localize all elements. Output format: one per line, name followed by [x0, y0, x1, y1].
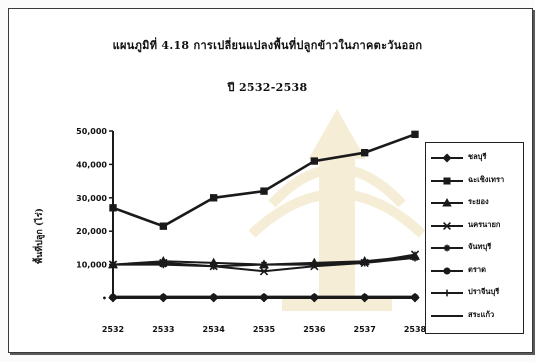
data-point	[210, 263, 217, 270]
x-tick-label: 2535	[253, 325, 276, 334]
series-2	[110, 131, 418, 229]
legend-label: ตราด	[468, 264, 486, 276]
y-tick-label: •	[102, 294, 107, 303]
x-tick-label: 2532	[102, 325, 124, 334]
legend-swatch	[430, 309, 464, 323]
x-tick-label: 2536	[303, 325, 326, 334]
data-point	[412, 131, 418, 137]
legend-item: สระแก้ว	[426, 305, 523, 327]
data-point	[444, 200, 451, 206]
data-point	[444, 245, 451, 252]
data-point	[160, 261, 167, 268]
legend-swatch	[430, 264, 464, 278]
x-tick-label: 2538	[404, 325, 427, 334]
legend-swatch	[430, 241, 464, 255]
legend-label: ระยอง	[468, 196, 489, 208]
data-point	[160, 223, 166, 229]
y-tick-label: 30,000	[76, 194, 107, 203]
legend: ชลบุรีฉะเชิงเทราระยองนครนายกจันทบุรีตราด…	[425, 142, 524, 334]
data-point	[109, 261, 116, 268]
legend-swatch	[430, 286, 464, 300]
x-tick-label: 2537	[354, 325, 376, 334]
data-point	[311, 261, 318, 268]
legend-label: จันทบุรี	[468, 241, 491, 253]
legend-swatch	[430, 219, 464, 233]
legend-item: นครนายก	[426, 215, 523, 237]
x-tick-label: 2534	[203, 325, 226, 334]
y-tick-label: 10,000	[76, 261, 107, 270]
legend-item: ปราจีนบุรี	[426, 282, 523, 304]
y-tick-label: 20,000	[76, 227, 107, 236]
data-point	[444, 178, 449, 183]
legend-label: ชลบุรี	[468, 151, 486, 163]
legend-item: ชลบุรี	[426, 147, 523, 169]
data-point	[444, 290, 451, 297]
legend-swatch	[430, 151, 464, 165]
y-axis-label: พื้นที่ปลูก (ไร่)	[32, 208, 45, 264]
legend-swatch	[430, 196, 464, 210]
legend-swatch	[430, 174, 464, 188]
series-line	[113, 134, 415, 226]
data-point	[261, 188, 267, 194]
x-tick-label: 2533	[152, 325, 174, 334]
legend-label: ฉะเชิงเทรา	[468, 174, 504, 186]
y-tick-label: 50,000	[76, 127, 107, 136]
legend-label: นครนายก	[468, 219, 500, 231]
legend-label: ปราจีนบุรี	[468, 286, 499, 298]
data-point	[444, 268, 449, 273]
legend-item: ตราด	[426, 260, 523, 282]
data-point	[444, 155, 451, 162]
legend-label: สระแก้ว	[468, 309, 494, 321]
data-point	[110, 205, 116, 211]
data-point	[311, 158, 317, 164]
legend-item: จันทบุรี	[426, 237, 523, 259]
legend-item: ฉะเชิงเทรา	[426, 170, 523, 192]
legend-item: ระยอง	[426, 192, 523, 214]
data-point	[362, 150, 368, 156]
data-point	[211, 195, 217, 201]
y-tick-label: 40,000	[76, 160, 107, 169]
